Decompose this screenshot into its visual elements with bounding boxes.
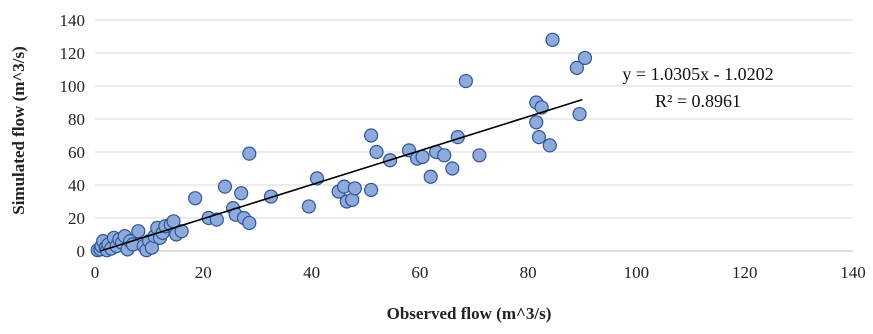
data-points — [90, 32, 593, 258]
y-tick-label: 80 — [68, 110, 85, 129]
trendline — [100, 98, 583, 252]
data-point — [458, 73, 473, 89]
data-point — [369, 144, 384, 160]
x-tick-label: 80 — [520, 263, 537, 282]
data-point — [217, 179, 233, 194]
data-point — [209, 212, 224, 227]
data-point — [364, 182, 379, 198]
y-tick-label: 120 — [60, 44, 86, 63]
data-point — [242, 215, 257, 231]
data-point — [263, 189, 279, 204]
x-tick-label: 0 — [91, 263, 100, 282]
data-point — [572, 106, 587, 122]
data-point — [542, 138, 557, 153]
labels: y = 1.0305x - 1.0202 R² = 0.8961 Observe… — [9, 46, 774, 323]
data-point — [131, 224, 146, 239]
x-tick-label: 60 — [411, 263, 428, 282]
data-point — [437, 148, 452, 163]
data-point — [415, 149, 430, 165]
x-tick-label: 40 — [303, 263, 320, 282]
trendline-equation: y = 1.0305x - 1.0202 — [622, 64, 773, 84]
x-axis-title: Observed flow (m^3/s) — [387, 304, 552, 323]
gridlines — [95, 19, 853, 219]
y-tick-label: 0 — [77, 242, 86, 261]
x-tick-label: 120 — [732, 263, 758, 282]
data-point — [472, 148, 487, 163]
x-tick-label: 20 — [195, 263, 212, 282]
data-point — [364, 128, 379, 143]
y-tick-label: 100 — [60, 77, 86, 96]
data-point — [577, 50, 593, 66]
trendline-group — [100, 98, 583, 252]
data-point — [545, 32, 560, 47]
data-point — [345, 192, 360, 207]
data-point — [531, 130, 547, 145]
y-tick-label: 20 — [68, 209, 85, 228]
data-point — [347, 181, 362, 196]
y-tick-label: 40 — [68, 176, 85, 195]
r-squared-label: R² = 0.8961 — [655, 91, 741, 111]
data-point — [529, 115, 544, 130]
data-point — [569, 60, 584, 75]
data-point — [445, 161, 460, 176]
y-axis-title: Simulated flow (m^3/s) — [9, 46, 28, 215]
data-point — [423, 169, 438, 184]
data-point — [234, 186, 249, 201]
data-point — [188, 191, 203, 206]
axes: 0 20 40 60 80 100 120 140 0 20 40 60 80 100 120 140 — [60, 11, 866, 282]
data-point — [242, 146, 257, 161]
data-point — [301, 199, 316, 214]
y-tick-label: 60 — [68, 143, 85, 162]
x-tick-label: 140 — [840, 263, 866, 282]
x-tick-label: 100 — [624, 263, 650, 282]
y-tick-label: 140 — [60, 11, 86, 30]
